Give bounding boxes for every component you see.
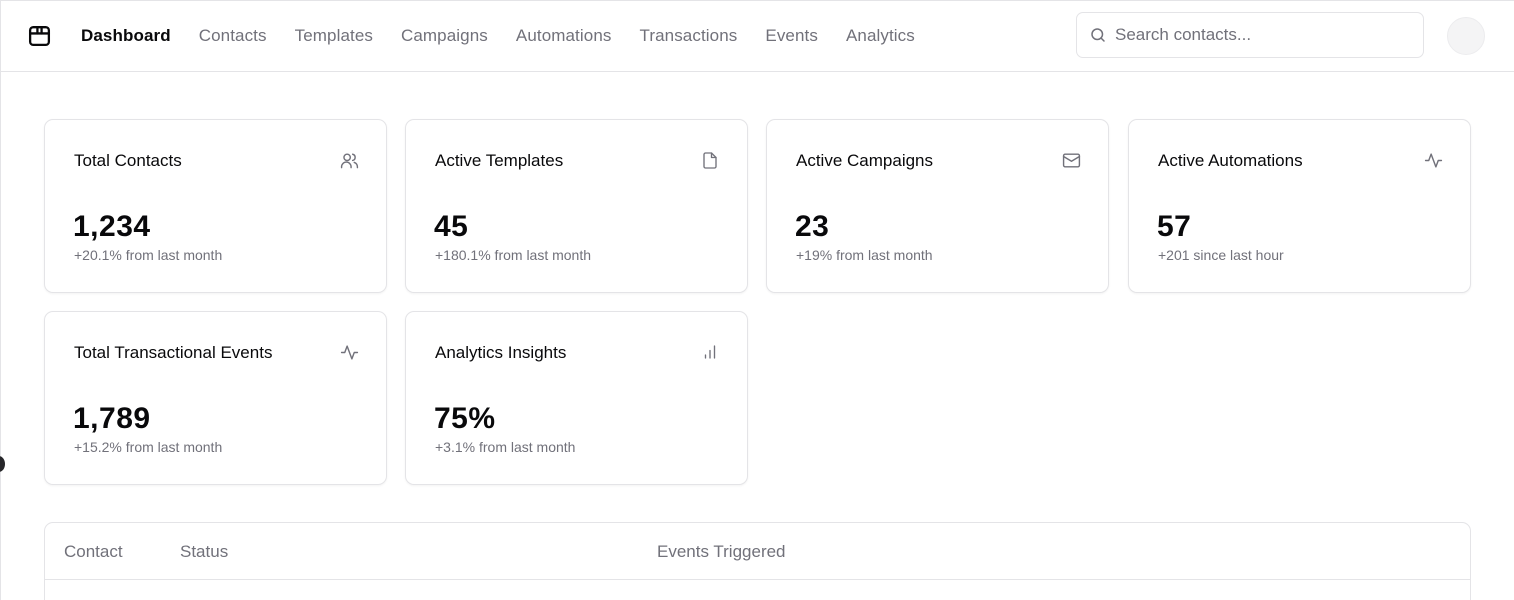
card-title: Analytics Insights <box>435 343 567 362</box>
nav-transactions[interactable]: Transactions <box>639 26 738 45</box>
card-value: 45 <box>434 210 469 243</box>
card-title: Active Automations <box>1158 151 1303 170</box>
search-icon <box>1089 26 1107 44</box>
main-nav: Dashboard Contacts Templates Campaigns A… <box>81 1 943 71</box>
card-value: 75% <box>434 402 496 435</box>
card-change-text: +19% from last month <box>796 247 933 263</box>
table-header-row: Contact Status Events Triggered <box>45 523 1470 580</box>
card-change-text: +201 since last hour <box>1158 247 1284 263</box>
nav-templates[interactable]: Templates <box>294 26 373 45</box>
nav-analytics[interactable]: Analytics <box>845 26 915 45</box>
nav-automations[interactable]: Automations <box>515 26 612 45</box>
package-logo-icon[interactable] <box>27 23 52 48</box>
column-header-contact[interactable]: Contact <box>64 542 123 561</box>
contacts-events-table: Contact Status Events Triggered <box>44 522 1471 600</box>
stat-card-active-automations: Active Automations 57 +201 since last ho… <box>1128 119 1471 293</box>
card-change-text: +3.1% from last month <box>435 439 576 455</box>
stat-card-analytics-insights: Analytics Insights 75% +3.1% from last m… <box>405 311 748 485</box>
card-title: Active Campaigns <box>796 151 934 170</box>
nav-events[interactable]: Events <box>765 26 818 45</box>
activity-icon <box>339 342 359 362</box>
activity-icon <box>1423 150 1443 170</box>
card-change-text: +15.2% from last month <box>74 439 223 455</box>
card-title: Total Contacts <box>74 151 182 170</box>
card-change-text: +180.1% from last month <box>435 247 592 263</box>
card-change-text: +20.1% from last month <box>74 247 223 263</box>
bar-chart-icon <box>700 342 720 362</box>
search-input[interactable] <box>1115 25 1405 45</box>
column-header-events-triggered[interactable]: Events Triggered <box>657 542 786 561</box>
card-value: 57 <box>1157 210 1192 243</box>
nav-contacts[interactable]: Contacts <box>198 26 267 45</box>
file-icon <box>700 150 720 170</box>
users-icon <box>339 150 359 170</box>
stat-card-total-transactional-events: Total Transactional Events 1,789 +15.2% … <box>44 311 387 485</box>
mail-icon <box>1061 150 1081 170</box>
card-value: 1,234 <box>73 210 151 243</box>
top-header: Dashboard Contacts Templates Campaigns A… <box>1 1 1514 72</box>
user-avatar[interactable] <box>1447 17 1485 55</box>
edge-handle[interactable] <box>0 456 5 472</box>
column-header-status[interactable]: Status <box>180 542 229 561</box>
stat-card-active-campaigns: Active Campaigns 23 +19% from last month <box>766 119 1109 293</box>
card-title: Total Transactional Events <box>74 343 273 362</box>
nav-campaigns[interactable]: Campaigns <box>400 26 488 45</box>
search-box <box>1076 12 1424 58</box>
stat-card-active-templates: Active Templates 45 +180.1% from last mo… <box>405 119 748 293</box>
card-title: Active Templates <box>435 151 564 170</box>
nav-dashboard[interactable]: Dashboard <box>81 26 171 45</box>
card-value: 23 <box>795 210 830 243</box>
stat-card-total-contacts: Total Contacts 1,234 +20.1% from last mo… <box>44 119 387 293</box>
card-value: 1,789 <box>73 402 151 435</box>
